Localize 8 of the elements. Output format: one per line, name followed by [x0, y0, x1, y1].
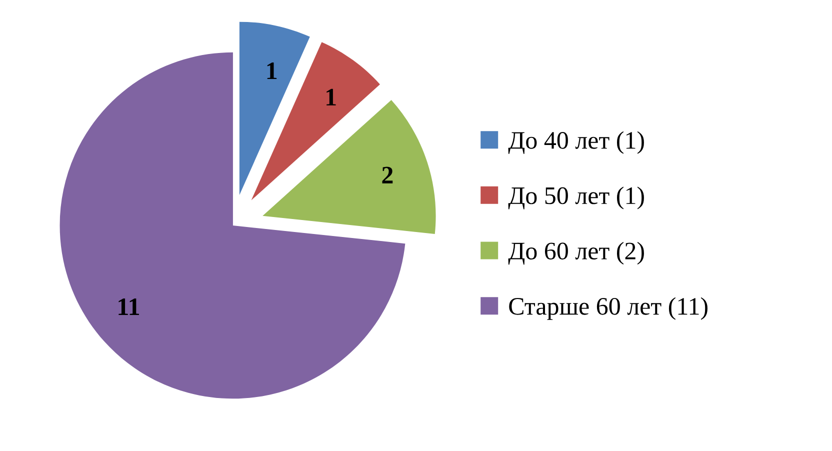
- legend-label: До 40 лет (1): [508, 131, 644, 154]
- data-label: 1: [326, 88, 336, 106]
- legend-label: До 50 лет (1): [508, 186, 644, 210]
- legend-label: Старше 60 лет (11): [509, 297, 708, 320]
- data-label: 1: [267, 62, 277, 80]
- data-label: 11: [118, 298, 139, 315]
- data-label: 2: [382, 166, 393, 184]
- legend-label: До 60 лет (2): [508, 242, 644, 265]
